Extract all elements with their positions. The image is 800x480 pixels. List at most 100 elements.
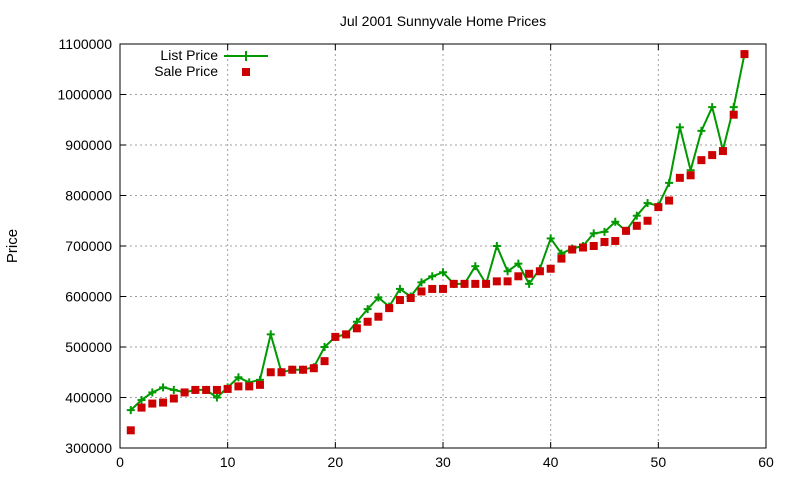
- sale-price-point: [245, 382, 254, 391]
- sale-price-point: [740, 50, 749, 59]
- list-price-point: [395, 284, 404, 293]
- sale-price-point: [546, 264, 555, 273]
- sale-price-point: [148, 399, 157, 408]
- legend: List Price Sale Price: [154, 47, 268, 79]
- sale-price-point: [514, 272, 523, 281]
- sale-price-point: [611, 236, 620, 245]
- legend-sale-price-label: Sale Price: [154, 63, 218, 79]
- list-price-point: [417, 278, 426, 287]
- list-price-series: [126, 50, 749, 415]
- sale-price-point: [255, 380, 264, 389]
- sale-price-point: [492, 277, 501, 286]
- legend-list-price-marker: [241, 51, 251, 61]
- list-price-point: [600, 227, 609, 236]
- list-price-point: [611, 217, 620, 226]
- sale-price-point: [331, 332, 340, 341]
- sale-price-point: [417, 287, 426, 296]
- data-series: [126, 50, 749, 435]
- list-price-point: [643, 199, 652, 208]
- list-price-point: [665, 178, 674, 187]
- x-tick-label: 20: [328, 454, 344, 470]
- list-price-point: [374, 293, 383, 302]
- sale-price-point: [525, 269, 534, 278]
- sale-price-point: [589, 242, 598, 250]
- list-price-point: [632, 211, 641, 220]
- list-price-point: [266, 330, 275, 339]
- sale-price-point: [234, 382, 243, 391]
- sale-price-point: [395, 296, 404, 305]
- list-price-point: [525, 279, 534, 288]
- list-price-point: [546, 234, 555, 243]
- sale-price-point: [342, 330, 351, 339]
- sale-price-point: [428, 284, 437, 293]
- sale-price-point: [126, 426, 135, 435]
- list-price-point: [137, 396, 146, 405]
- list-price-point: [675, 123, 684, 132]
- list-price-point: [320, 343, 329, 351]
- list-price-point: [212, 393, 221, 402]
- y-axis-label: Price: [4, 229, 21, 263]
- list-price-point: [234, 373, 243, 382]
- y-tick-label: 700000: [65, 238, 112, 254]
- sale-price-point: [363, 317, 372, 326]
- list-price-point: [589, 229, 598, 238]
- sale-price-point: [643, 216, 652, 225]
- legend-list-price-label: List Price: [160, 47, 218, 63]
- sale-price-point: [288, 365, 297, 374]
- sale-price-point: [578, 243, 587, 252]
- sale-price-point: [535, 267, 544, 276]
- sale-price-point: [471, 279, 480, 288]
- list-price-point: [503, 267, 512, 276]
- list-price-point: [492, 242, 501, 250]
- sale-price-point: [212, 385, 221, 394]
- sale-price-point: [277, 368, 286, 377]
- y-tick-label: 1100000: [59, 36, 113, 52]
- sale-price-point: [449, 279, 458, 288]
- y-axis-tick-labels: 300000 400000 500000 600000 700000 800000 9000…: [57, 36, 112, 456]
- sale-price-point: [600, 237, 609, 246]
- sale-price-point: [159, 398, 168, 407]
- sale-price-point: [568, 245, 577, 254]
- sale-price-point: [482, 279, 491, 288]
- sale-price-point: [622, 226, 631, 235]
- sale-price-point: [708, 151, 717, 160]
- sale-price-point: [169, 394, 178, 403]
- list-price-point: [708, 103, 717, 112]
- sale-price-point: [352, 324, 361, 333]
- y-tick-label: 1000000: [57, 87, 112, 103]
- x-tick-label: 60: [758, 454, 774, 470]
- axis-ticks: [119, 43, 767, 449]
- sale-price-point: [406, 294, 415, 303]
- list-price-point: [729, 103, 738, 112]
- sale-price-point: [385, 304, 394, 313]
- list-price-point: [148, 388, 157, 397]
- sale-price-point: [137, 403, 146, 412]
- x-axis-tick-labels: 0 10 20 30 40 50 60: [116, 454, 774, 470]
- list-price-point: [439, 268, 447, 277]
- sale-price-point: [460, 279, 469, 288]
- sale-price-point: [675, 173, 684, 182]
- y-tick-label: 400000: [65, 390, 112, 406]
- sale-price-point: [309, 364, 318, 373]
- y-tick-label: 500000: [65, 339, 112, 355]
- list-price-point: [126, 406, 135, 415]
- y-tick-label: 800000: [65, 188, 112, 204]
- sale-price-series: [126, 50, 749, 435]
- sale-price-point: [686, 171, 695, 180]
- sale-price-point: [320, 357, 329, 366]
- sale-price-point: [374, 312, 383, 321]
- list-price-point: [159, 383, 168, 392]
- list-price-point: [363, 305, 372, 314]
- list-price-point: [471, 262, 480, 271]
- sale-price-point: [191, 385, 200, 394]
- x-tick-label: 50: [651, 454, 667, 470]
- sale-price-point: [202, 385, 211, 394]
- sale-price-point: [266, 368, 275, 377]
- x-tick-label: 0: [116, 454, 124, 470]
- y-tick-label: 600000: [65, 289, 112, 305]
- legend-sale-price-marker: [242, 68, 250, 76]
- sale-price-point: [299, 365, 308, 374]
- sale-price-point: [503, 277, 512, 286]
- sale-price-point: [697, 156, 706, 165]
